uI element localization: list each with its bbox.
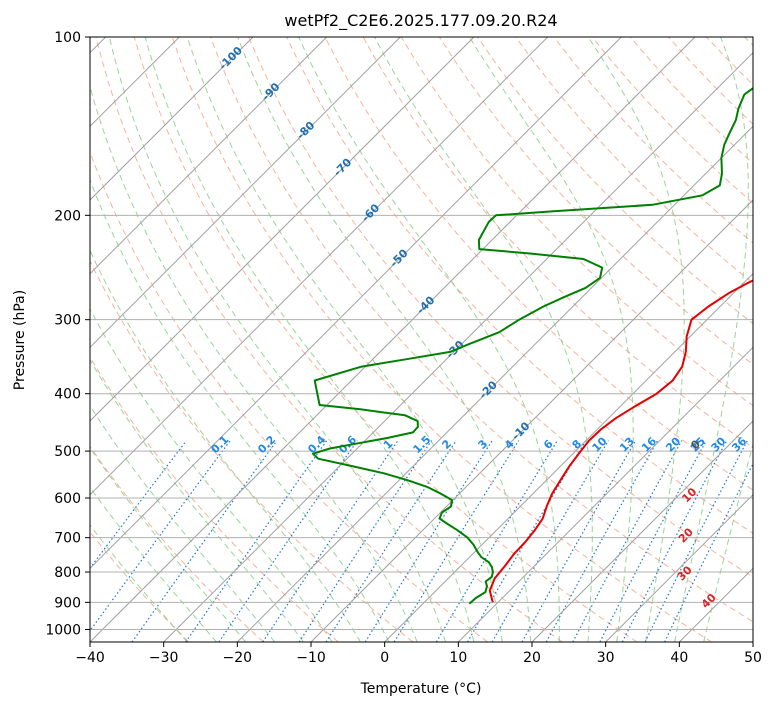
x-tick-label: −10 xyxy=(296,650,326,666)
plot-frame xyxy=(89,36,754,643)
y-tick-label: 200 xyxy=(54,208,81,224)
moist-adiabat-line xyxy=(90,358,304,642)
x-tick-label: 10 xyxy=(449,650,467,666)
x-tick-label: 30 xyxy=(597,650,615,666)
dry-adiabat-line xyxy=(286,37,753,534)
mixing-ratio-line xyxy=(90,440,231,632)
isotherm-line xyxy=(236,125,753,642)
isotherm-line xyxy=(90,37,328,275)
y-tick-label: 300 xyxy=(54,313,81,329)
x-axis-ticks: −40 −30 −20 −10 0 10 20 30 40 50 xyxy=(75,642,762,666)
y-tick-label: 600 xyxy=(54,491,81,507)
temperature-profile-line xyxy=(488,279,753,603)
isotherm-line xyxy=(90,37,254,201)
x-tick-label: −30 xyxy=(149,650,179,666)
mixing-ratio-line xyxy=(466,440,587,642)
isotherm-line xyxy=(90,37,401,349)
x-tick-label: 40 xyxy=(670,650,688,666)
isotherm-line xyxy=(90,37,549,496)
y-axis-label: Pressure (hPa) xyxy=(12,290,28,390)
moist-adiabat-line xyxy=(674,37,749,642)
y-tick-label: 500 xyxy=(54,444,81,460)
moist-adiabat-line xyxy=(90,404,275,642)
dry-adiabat-line xyxy=(95,37,563,642)
moist-adiabat-line xyxy=(90,308,333,642)
mixing-ratio-line xyxy=(644,440,748,642)
isotherm-line xyxy=(90,37,696,642)
mixing-ratio-line xyxy=(298,440,432,642)
moist-adiabat-line xyxy=(90,524,188,642)
moist-adiabat-line xyxy=(108,37,446,642)
isotherm-line xyxy=(163,51,753,642)
isotherm-line xyxy=(90,37,622,570)
y-axis-ticks: 100 200 300 400 500 600 700 800 900 1000 xyxy=(45,30,90,638)
isotherm-line xyxy=(90,37,475,422)
moist-adiabat-line xyxy=(374,37,593,642)
mixing-ratio-line xyxy=(131,440,278,642)
profile-series xyxy=(312,87,753,605)
x-tick-label: 20 xyxy=(523,650,541,666)
isotherm-line xyxy=(310,199,753,642)
pressure-gridlines xyxy=(90,37,753,630)
isotherm-line xyxy=(457,346,753,642)
y-tick-label: 100 xyxy=(54,30,81,46)
mixing-ratio-line xyxy=(572,440,683,642)
chart-title: wetPf2_C2E6.2025.177.09.20.R24 xyxy=(284,11,557,31)
plot-area: -100-90-80-70-60-50-40-30-20-100.1 0.2 0.4… xyxy=(90,37,753,642)
y-tick-label: 700 xyxy=(54,531,81,547)
moist-adiabat-line xyxy=(703,441,753,642)
dewpoint-profile-line xyxy=(312,87,753,605)
x-tick-label: 0 xyxy=(380,650,389,666)
dry-adiabat-line xyxy=(210,37,753,623)
isotherm-line xyxy=(605,493,753,642)
dry-adiabat-line xyxy=(133,37,638,642)
mixing-ratio-line xyxy=(545,440,659,642)
moist-adiabat-line xyxy=(90,486,217,642)
mixing-ratio-line xyxy=(664,462,753,642)
moist-adiabat-line xyxy=(90,447,247,642)
dry-adiabat-line xyxy=(90,445,264,642)
mixing-ratio-line xyxy=(491,440,609,642)
y-tick-label: 800 xyxy=(54,565,81,581)
isotherm-line xyxy=(531,420,753,642)
dry-adiabat-line xyxy=(90,259,414,642)
y-tick-label: 1000 xyxy=(45,622,81,638)
moist-adiabat-line xyxy=(186,37,503,642)
y-tick-label: 900 xyxy=(54,595,81,611)
mixing-ratio-line xyxy=(262,440,399,642)
mixing-ratio-line xyxy=(185,440,328,642)
moist-adiabat-line xyxy=(144,37,475,642)
moist-adiabat-line xyxy=(90,178,390,642)
dry-adiabat-line xyxy=(171,37,712,642)
dry-adiabat-line xyxy=(90,356,339,642)
x-tick-label: −20 xyxy=(223,650,253,666)
mixing-ratio-line xyxy=(435,440,558,642)
x-axis-label: Temperature (°C) xyxy=(360,681,482,697)
moist-adiabat-line xyxy=(587,37,685,642)
dry-adiabat-line xyxy=(248,37,753,578)
dry-adiabat-line xyxy=(324,37,753,491)
mixing-ratio-line xyxy=(364,440,493,642)
x-tick-label: −40 xyxy=(75,650,105,666)
y-tick-label: 400 xyxy=(54,387,81,403)
moist-adiabat-line xyxy=(90,84,418,642)
x-tick-label: 50 xyxy=(744,650,762,666)
mixing-ratio-line xyxy=(521,440,637,642)
